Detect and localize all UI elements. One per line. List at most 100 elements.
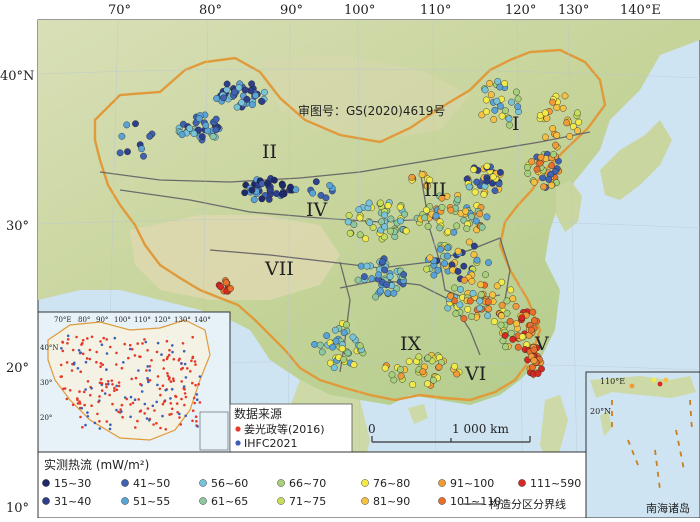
inset-point [191,381,194,385]
inset-point [143,412,146,415]
heat-flow-point [402,227,410,235]
heat-flow-point [233,103,241,111]
region-label-VII: VII [264,258,294,280]
heat-flow-point [438,203,446,211]
heat-flow-point [409,381,417,388]
heat-flow-point [381,211,388,219]
legend-label: 101~110 [450,495,501,508]
inset-point [172,377,175,381]
inset-point [90,387,93,390]
legend-label: 66~70 [289,477,326,490]
inset-point [123,342,126,346]
inset-point [130,377,133,381]
heat-flow-point [524,170,532,177]
inset-lat-label: 20° [40,414,52,422]
inset-point [171,344,174,347]
inset-point [84,360,88,364]
heat-flow-point [498,301,506,309]
heat-flow-point [258,195,266,203]
heat-flow-point [478,111,486,119]
inset-point [194,363,197,366]
heat-flow-point [548,162,556,170]
inset-point [169,380,173,383]
inset-point [164,388,167,392]
legend-swatch [42,497,50,505]
heat-flow-point [477,281,485,289]
heat-flow-point [483,162,491,170]
heat-flow-point [309,189,316,197]
inset-point [163,400,166,404]
inset-point [152,423,155,426]
heat-flow-point [434,266,442,274]
inset-point [99,365,102,369]
inset-point [184,414,187,418]
heat-flow-point [545,175,553,183]
heat-flow-point [338,345,346,353]
inset-point [117,381,121,384]
heat-flow-point [243,95,251,103]
heat-flow-point [496,102,504,110]
heat-flow-point [279,182,286,189]
inset-point [115,363,118,366]
heat-flow-point [498,278,506,286]
inset-point [66,338,70,341]
heat-flow-point [430,376,437,384]
inset-point [140,390,144,393]
heat-flow-point [227,285,234,292]
heat-flow-point [384,289,392,297]
inset-map: 70°E 80° 90° 100° 110° 120° 130° 140° 40… [37,311,231,453]
inset-point [76,367,80,370]
inset-point [178,412,181,416]
inset-point [176,411,179,414]
inset-points [59,334,202,431]
heat-flow-point [505,115,513,123]
heat-flow-point [489,291,496,299]
legend-label: 56~60 [211,477,248,490]
inset-point [108,427,112,431]
heat-flow-point [190,130,198,138]
legend-label: 61~65 [211,495,248,508]
heat-flow-point [483,177,491,185]
inset-point [115,351,118,355]
heat-flow-point [534,370,542,377]
inset-point [84,388,87,391]
heat-flow-point [423,182,431,190]
heat-flow-point [423,206,430,214]
review-number: 审图号：GS(2020)4619号 [298,103,445,118]
heat-flow-point [549,125,557,133]
inset-point [138,410,142,413]
inset-point [121,415,124,419]
inset-point [88,348,92,352]
legend-label: 91~100 [450,477,494,490]
inset-point [97,400,100,404]
inset-point [115,384,118,388]
inset-point [175,402,179,405]
heat-flow-point [476,297,484,305]
legend-label: 81~90 [373,495,410,508]
heat-flow-point [470,242,478,250]
inset-lon-label: 110° [134,316,151,324]
inset-point [129,415,132,419]
heat-flow-point [241,86,249,94]
heat-flow-point [549,98,557,106]
heat-flow-point [513,88,520,96]
heat-flow-point [530,357,538,364]
heat-flow-point [375,271,382,279]
inset-point [104,383,108,386]
heat-flow-point [372,293,379,301]
heat-flow-point [202,121,210,129]
inset-point [115,388,119,392]
heat-flow-point [360,273,368,280]
heat-flow-point [507,329,515,337]
heat-flow-point [424,354,432,362]
inset-point [100,389,104,392]
inset-point [184,395,188,399]
heat-flow-point [381,223,389,231]
inset-point [183,362,187,366]
heat-flow-point [381,266,388,274]
heat-flow-point [265,195,273,203]
heat-flow-point [213,95,221,102]
inset-point [89,393,92,397]
heat-flow-point [574,109,581,117]
